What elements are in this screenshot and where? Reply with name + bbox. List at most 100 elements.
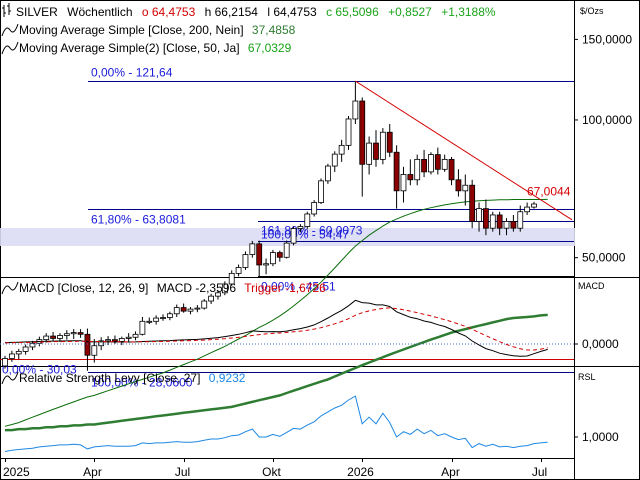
macd-tick: 0,0000 [582, 337, 619, 351]
rsl-panel: Relative Strength Levy [Close, 27] 0,923… [1, 371, 619, 452]
ma50-label: Moving Average Simple(2) [Close, 50, Ja] [19, 41, 240, 55]
fib-levels: 0,00% - 121,64 61,80% - 63,8081 161,80% - … [0, 66, 574, 390]
candle-body [400, 174, 407, 192]
candle-body [393, 151, 400, 192]
line-chart-icon [1, 41, 19, 55]
candle-body [50, 335, 56, 339]
candle-body [489, 214, 496, 229]
candle-body [112, 339, 118, 342]
header-legend: SILVER Wöchentlich o 64,4753 h 66,2154 l… [1, 3, 604, 55]
candle-body [2, 358, 8, 367]
ma200-value: 37,4858 [252, 23, 296, 37]
candle-body [379, 131, 386, 160]
candle-body [146, 320, 153, 323]
change-abs: +0,8527 [388, 5, 432, 19]
candle-body [318, 180, 324, 203]
candle-body [290, 228, 297, 244]
open-value: o 64,4753 [142, 5, 196, 19]
ma50-value: 67,0329 [248, 41, 292, 55]
time-tick-label: Jul [532, 465, 547, 479]
fib-level-label: 100,00% - 54,47 [261, 228, 349, 242]
fib-level-label: 0,00% - 121,64 [91, 66, 173, 80]
candle-body [201, 300, 208, 309]
candle-body [57, 335, 63, 339]
candle-body [194, 307, 201, 310]
time-tick-label: Jul [175, 465, 190, 479]
candle-body [359, 100, 366, 165]
fib-level-label: 161,80% - 60,0073 [261, 224, 363, 238]
trendline-line [355, 80, 573, 221]
svg-text:Relative Strength Levy [Close: Relative Strength Levy [Close, 27] 0,923… [19, 371, 246, 385]
ma200-label: Moving Average Simple [Close, 200, Nein] [19, 23, 244, 37]
instrument-title: SILVER [16, 5, 58, 19]
candle-body [297, 226, 304, 229]
candle-body [180, 307, 187, 312]
macd-label: MACD [Close, 12, 26, 9] [19, 281, 148, 295]
candle-body [434, 154, 441, 170]
candle-body [43, 335, 50, 341]
candle-body [304, 213, 311, 227]
line-chart-icon [1, 23, 19, 37]
line-chart-icon [1, 371, 19, 385]
svg-text:Moving Average Simple(2) [Clos: Moving Average Simple(2) [Close, 50, Ja]… [19, 41, 292, 55]
candle-body [242, 254, 249, 268]
candle-body [256, 243, 263, 266]
price-tick-label: 150,0000 [582, 32, 632, 46]
ma200-series-line [5, 313, 548, 432]
svg-text:SILVER Wöchentlich: SILVER Wöchentlich o 64,4753 h 66,2154 l… [16, 5, 496, 19]
svg-text:Moving Average Simple [Close,: Moving Average Simple [Close, 200, Nein]… [19, 23, 296, 37]
candle-body [386, 131, 393, 153]
trigger-value: Trigger -1,6726 [244, 281, 326, 295]
time-tick-label: Apr [83, 465, 102, 479]
close-value: c 65,5096 [326, 5, 379, 19]
candle-body [283, 242, 290, 258]
fib-level-label: 61,80% - 63,8081 [91, 213, 186, 227]
macd-lines [4, 299, 548, 357]
candle-body [517, 211, 524, 229]
time-tick-label: 2026 [347, 465, 374, 479]
candle-body [98, 340, 105, 347]
trendline: 67,0044 [355, 80, 573, 221]
candle-body [118, 338, 125, 342]
candle-body [263, 263, 269, 266]
candle-body [125, 336, 132, 339]
candle-body [338, 144, 345, 155]
low-value: l 64,4753 [267, 5, 317, 19]
candle-body [407, 174, 414, 181]
candle-body [139, 320, 146, 335]
candle-body [352, 100, 359, 120]
candle-body [428, 154, 434, 173]
candle-body [84, 333, 91, 356]
moving-averages [4, 198, 548, 432]
candle-body [187, 308, 194, 312]
rsl-series-line [4, 395, 548, 452]
candle-body [132, 333, 139, 338]
candle-body [63, 333, 70, 336]
candle-body [166, 313, 173, 318]
candle-body [160, 317, 166, 319]
candle-body [373, 142, 379, 160]
candle-body [208, 295, 215, 302]
rsl-line [4, 395, 548, 452]
candle-body [153, 317, 160, 322]
candle-body [414, 158, 421, 181]
time-tick-label: 2025 [3, 465, 30, 479]
rsl-axis-title: RSL [578, 372, 596, 382]
candle-body [531, 203, 537, 208]
candle-body [77, 332, 84, 335]
candle-body [91, 345, 98, 356]
rsl-value: 0,9232 [209, 371, 246, 385]
candle-body [455, 179, 462, 192]
candle-body [29, 342, 36, 348]
line-chart-icon [1, 281, 19, 295]
macd-series-line [4, 299, 548, 357]
candle-body [345, 118, 352, 146]
candle-body [524, 206, 531, 213]
candle-body [496, 214, 503, 229]
candle-body [503, 221, 510, 229]
trigger-series-line [4, 307, 548, 351]
change-pct: +1,3188% [441, 5, 496, 19]
candle-body [331, 153, 338, 167]
rsl-tick: 1,0000 [582, 430, 619, 444]
